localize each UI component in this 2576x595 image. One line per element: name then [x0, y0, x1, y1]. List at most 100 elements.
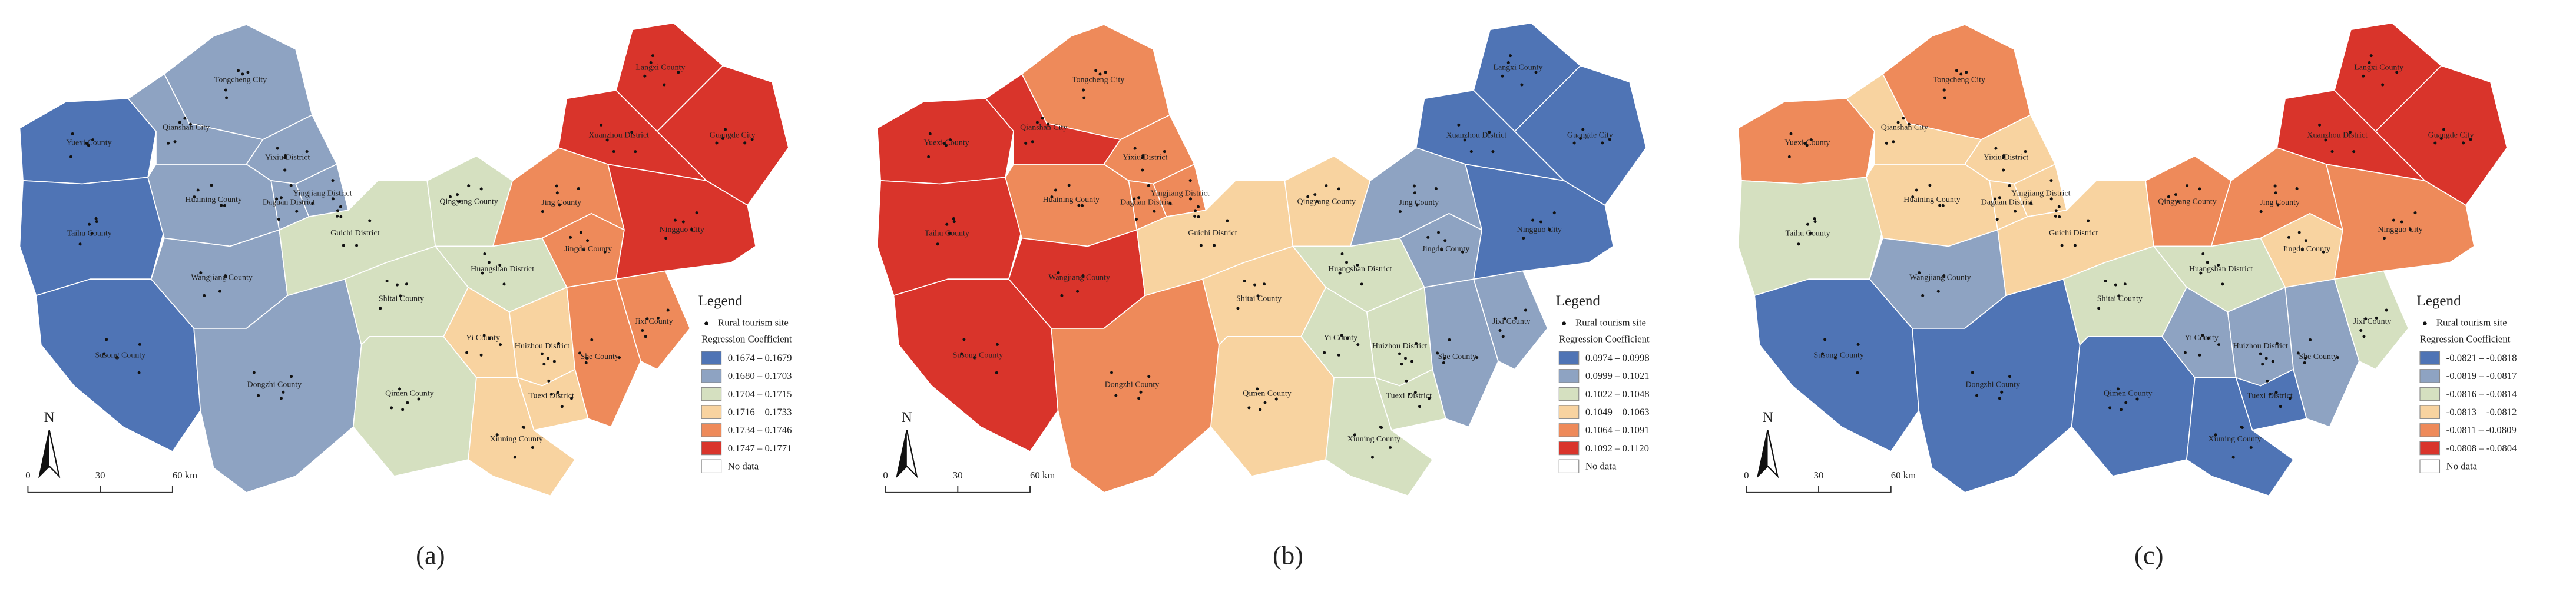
- tourism-site: [1188, 179, 1192, 182]
- scale-label: 30: [953, 470, 963, 481]
- tourism-site: [173, 140, 177, 144]
- tourism-site: [1398, 210, 1402, 214]
- tourism-site: [547, 379, 551, 383]
- tourism-site: [1360, 282, 1363, 286]
- tourism-site: [2296, 351, 2300, 355]
- tourism-site: [552, 360, 556, 363]
- tourism-site: [1168, 202, 1172, 205]
- legend-swatch: [701, 441, 722, 456]
- tourism-site: [246, 71, 250, 74]
- legend-point-label: Rural tourism site: [2436, 317, 2507, 328]
- tourism-site: [522, 426, 526, 430]
- region-label: Huaining County: [1903, 195, 1960, 204]
- north-arrow-half: [897, 430, 907, 477]
- tourism-site: [2014, 210, 2017, 213]
- map-panel: Yuexi County Taihu County Susong County Ton…: [19, 22, 792, 570]
- tourism-site: [952, 220, 956, 224]
- region: [1866, 164, 1999, 247]
- region: [35, 278, 201, 453]
- tourism-site: [1141, 154, 1145, 158]
- tourism-site: [666, 308, 670, 312]
- region-label: Qianshan City: [1020, 123, 1067, 132]
- tourism-site: [962, 338, 966, 341]
- region-label: Huangshan District: [1328, 265, 1392, 274]
- tourism-site: [2008, 375, 2011, 378]
- tourism-site: [305, 150, 309, 154]
- tourism-site: [2359, 328, 2363, 333]
- region-label: Yuexi County: [924, 138, 969, 147]
- panel-label: (b): [1273, 541, 1303, 570]
- legend-label: 0.1747 – 0.1771: [728, 443, 792, 454]
- tourism-site: [2217, 343, 2220, 347]
- region-label: Yi County: [2184, 334, 2219, 343]
- region-label: Huangshan District: [471, 265, 534, 274]
- region-label: Guangde City: [710, 131, 756, 139]
- legend-label: -0.0813 – -0.0812: [2446, 406, 2517, 417]
- tourism-site: [395, 283, 399, 287]
- tourism-site: [1488, 131, 1491, 134]
- tourism-site: [2268, 393, 2272, 396]
- tourism-site: [1050, 195, 1054, 199]
- tourism-site: [2362, 335, 2366, 338]
- tourism-site: [2097, 307, 2101, 310]
- tourism-site: [1094, 69, 1098, 72]
- tourism-site: [1163, 150, 1166, 154]
- tourism-site: [275, 197, 279, 201]
- tourism-site: [495, 433, 499, 437]
- region-label: Jingde County: [1422, 245, 1469, 254]
- region-label: Huaining County: [185, 195, 241, 204]
- tourism-site: [1994, 147, 1998, 150]
- tourism-site: [479, 353, 483, 357]
- tourism-site: [2439, 137, 2443, 140]
- tourism-site: [617, 356, 621, 360]
- tourism-site: [2217, 263, 2220, 267]
- tourism-site: [2221, 282, 2224, 286]
- tourism-site: [1993, 197, 1996, 201]
- tourism-site: [502, 282, 506, 286]
- region: [2071, 336, 2196, 477]
- tourism-site: [1197, 205, 1200, 208]
- tourism-site: [279, 196, 283, 200]
- tourism-site: [1896, 121, 1900, 124]
- tourism-site: [417, 397, 420, 401]
- tourism-site: [944, 144, 948, 147]
- tourism-site: [513, 456, 516, 459]
- region-label: Ningguo City: [660, 225, 704, 234]
- tourism-site: [2330, 150, 2334, 154]
- tourism-site: [336, 209, 339, 212]
- tourism-site: [942, 142, 946, 145]
- legend-label: 0.0999 – 0.1021: [1585, 370, 1650, 381]
- tourism-site: [1353, 433, 1356, 437]
- region-label: Langxi County: [1494, 64, 1543, 72]
- map-panel: Yuexi County Taihu County Susong County Ton…: [876, 22, 1650, 570]
- tourism-site: [224, 275, 227, 278]
- tourism-site: [2186, 184, 2189, 188]
- legend-swatch: [701, 405, 722, 419]
- region-label: Yuexi County: [67, 138, 112, 147]
- legend-subtitle: Regression Coefficient: [2420, 333, 2511, 344]
- tourism-site: [1539, 220, 1542, 224]
- tourism-site: [1047, 122, 1050, 126]
- tourism-site: [78, 242, 82, 246]
- region-label: Yixiu District: [265, 153, 310, 162]
- tourism-site: [2349, 131, 2352, 134]
- scale-label: 30: [1814, 470, 1824, 481]
- tourism-site: [2469, 138, 2472, 141]
- tourism-site: [339, 205, 342, 208]
- tourism-site: [1356, 263, 1359, 267]
- tourism-site: [91, 138, 95, 142]
- region-label: Guichi District: [2049, 229, 2098, 238]
- region-label: Daguan District: [263, 198, 315, 207]
- tourism-site: [482, 334, 486, 337]
- tourism-site: [1415, 341, 1418, 345]
- tourism-site: [630, 131, 634, 134]
- region-label: Yixiu District: [1123, 153, 1167, 162]
- tourism-site: [540, 352, 544, 355]
- tourism-site: [1199, 244, 1203, 247]
- tourism-site: [2261, 363, 2264, 366]
- tourism-site: [1263, 282, 1266, 286]
- legend-label: -0.0816 – -0.0814: [2446, 388, 2517, 400]
- tourism-site: [542, 363, 546, 366]
- tourism-site: [531, 446, 534, 449]
